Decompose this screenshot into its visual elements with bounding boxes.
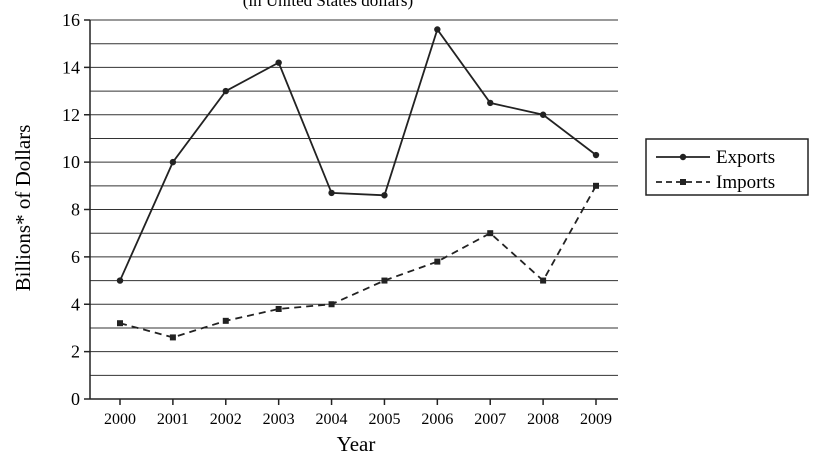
y-tick-label: 14 [62,57,80,77]
series-lines [116,26,600,341]
y-axis-label: Billions* of Dollars [11,125,35,292]
x-axis-ticks: 2000 2001 2002 2003 2004 2005 2006 2007 2008 2009 [104,399,612,428]
exports-point [328,189,335,197]
chart-title: (in United States dollars) [243,0,413,10]
exports-point [592,151,600,159]
imports-line [119,185,597,339]
grid-lines [90,19,618,376]
y-tick-label: 12 [62,105,80,125]
y-tick-label: 0 [71,389,80,409]
x-tick-label: 2002 [210,411,242,428]
exports-point [487,99,494,107]
imports-point [169,334,176,341]
x-tick-label: 2003 [263,411,295,428]
exports-point [116,277,124,284]
legend-exports-marker [679,153,687,161]
y-tick-label: 4 [71,294,80,314]
x-tick-label: 2007 [474,411,506,428]
imports-point [117,320,123,327]
x-axis-label: Year [337,432,376,456]
x-tick-label: 2004 [316,411,348,428]
y-tick-label: 6 [71,247,80,267]
x-tick-label: 2005 [368,411,400,428]
exports-point [222,87,229,95]
imports-point [540,277,547,284]
x-tick-label: 2008 [527,411,559,428]
y-tick-label: 2 [71,342,80,362]
legend-imports-label: Imports [716,172,775,193]
exports-point [275,59,282,66]
x-tick-label: 2009 [580,411,612,428]
imports-point [328,301,335,308]
y-axis-ticks: 0 2 4 6 8 10 12 14 16 [62,10,90,409]
x-tick-label: 2000 [104,411,136,428]
legend-exports-label: Exports [716,147,775,168]
x-tick-label: 2001 [157,411,189,428]
exports-point [539,111,547,118]
imports-point [593,182,599,189]
exports-point [169,158,177,166]
exports-point [381,192,388,199]
imports-point [275,305,282,312]
legend: Exports Imports [645,138,809,196]
x-tick-label: 2006 [421,411,453,428]
legend-imports-marker [680,179,686,185]
exports-line [119,27,597,281]
imports-point [381,277,388,284]
y-tick-label: 8 [71,200,80,220]
exports-point [434,26,441,33]
imports-point [434,258,441,265]
y-tick-label: 16 [62,10,80,30]
legend-box [645,138,809,196]
y-tick-label: 10 [62,152,80,172]
imports-point [222,317,229,324]
imports-point [487,230,494,237]
